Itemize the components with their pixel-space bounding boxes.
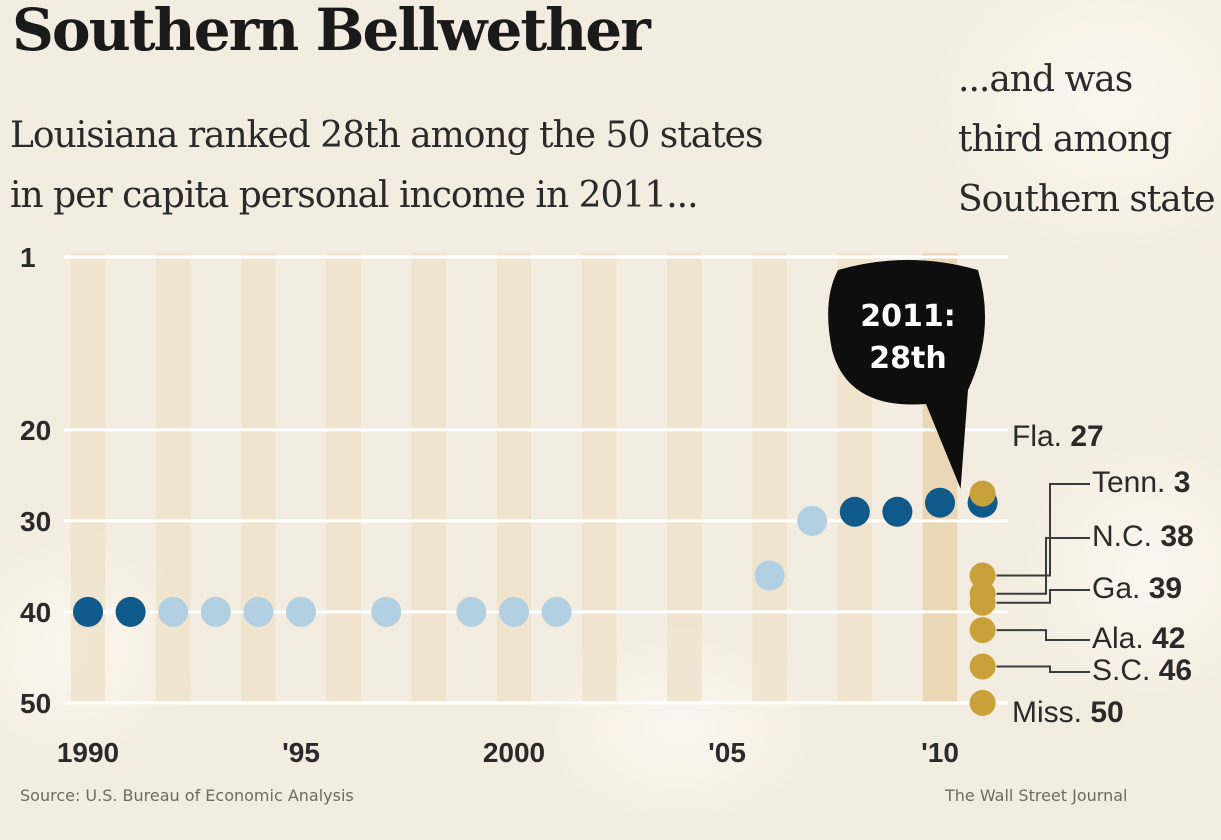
- subtitle-right-line-1: ...and was: [958, 59, 1133, 100]
- louisiana-dot: [882, 496, 913, 527]
- series-dots: [73, 480, 998, 716]
- state-connector: [996, 665, 1090, 673]
- x-tick-label: '05: [708, 737, 746, 768]
- state-connector: [996, 629, 1090, 641]
- state-dot: [969, 589, 996, 616]
- state-dot: [969, 480, 996, 507]
- chart-title: Southern Bellwether: [12, 0, 651, 64]
- louisiana-dot: [839, 496, 870, 527]
- louisiana-dot: [925, 487, 955, 518]
- louisiana-dot: [456, 596, 487, 627]
- state-rank: 38: [1160, 520, 1193, 553]
- state-name: Fla.: [1012, 420, 1070, 453]
- year-stripe: [70, 253, 106, 703]
- x-tick-label: '95: [282, 737, 320, 768]
- state-rank: 39: [1149, 572, 1182, 605]
- year-stripes: [70, 253, 958, 703]
- subtitle-right-line-3: Southern state: [958, 179, 1216, 220]
- louisiana-dot: [754, 560, 785, 591]
- x-tick-label: '10: [921, 737, 959, 768]
- callout-text: 28th: [869, 341, 946, 376]
- subtitle-left-line-2: in per capita personal income in 2011...: [10, 175, 699, 216]
- rank-chart: 1 20 30 40 50 1990 '95 2000 '05 '10 Fla. 27 Tenn.…: [20, 242, 1194, 768]
- state-label: N.C. 38: [1092, 520, 1194, 553]
- year-stripe: [667, 253, 702, 703]
- state-dot: [969, 653, 996, 680]
- state-dot: [969, 562, 996, 589]
- credit-note: The Wall Street Journal: [945, 786, 1128, 805]
- state-rank: 27: [1070, 420, 1103, 453]
- state-label: S.C. 46: [1092, 654, 1192, 687]
- year-stripe: [496, 253, 532, 703]
- subtitle-right: ...and was third among Southern state: [958, 50, 1221, 230]
- state-rank: 46: [1159, 654, 1192, 687]
- state-connector: [996, 537, 1090, 595]
- louisiana-dot: [73, 596, 103, 627]
- x-tick-label: 2000: [483, 737, 545, 768]
- state-dot: [969, 617, 996, 644]
- y-tick-label: 40: [20, 597, 51, 628]
- state-label: Fla. 27: [1012, 420, 1104, 453]
- state-label-connectors: [996, 483, 1090, 673]
- callout-2011: 2011: 28th: [828, 260, 986, 489]
- state-label: Miss. 50: [1012, 696, 1124, 729]
- callout-bubble: [828, 260, 986, 489]
- state-rank: 50: [1090, 696, 1123, 729]
- y-tick-label: 20: [20, 415, 51, 446]
- louisiana-dot: [158, 596, 189, 627]
- state-rank: 3: [1174, 466, 1191, 499]
- y-tick-label: 50: [20, 688, 51, 719]
- state-name: Ga.: [1092, 572, 1149, 605]
- year-stripe: [241, 253, 276, 703]
- state-name: S.C.: [1092, 654, 1159, 687]
- state-connector: [996, 483, 1090, 577]
- louisiana-dot: [115, 596, 146, 627]
- louisiana-dot: [541, 596, 572, 627]
- x-tick-label: 1990: [57, 737, 119, 768]
- year-stripe: [752, 253, 787, 703]
- state-dot: [969, 689, 996, 716]
- louisiana-dot: [200, 596, 231, 627]
- state-connector: [996, 589, 1090, 604]
- x-axis-ticks: 1990 '95 2000 '05 '10: [57, 737, 959, 768]
- y-axis-ticks: 1 20 30 40 50: [20, 242, 51, 719]
- year-stripe: [326, 253, 361, 703]
- year-stripe: [581, 253, 617, 703]
- louisiana-dot: [499, 596, 529, 627]
- state-labels: Fla. 27 Tenn. 3 N.C. 38 Ga. 39 Ala. 42S.C. 4…: [1012, 420, 1194, 729]
- state-name: Tenn.: [1092, 466, 1174, 499]
- source-note: Source: U.S. Bureau of Economic Analysis: [20, 786, 354, 805]
- louisiana-dot: [243, 596, 274, 627]
- y-tick-label: 30: [20, 506, 51, 537]
- state-rank: 42: [1152, 622, 1185, 655]
- state-label: Ala. 42: [1092, 622, 1185, 655]
- year-stripe: [155, 253, 191, 703]
- state-label: Tenn. 3: [1092, 466, 1190, 499]
- year-stripe: [411, 253, 447, 703]
- state-name: Miss.: [1012, 696, 1090, 729]
- state-label: Ga. 39: [1092, 572, 1182, 605]
- louisiana-dot: [371, 596, 402, 627]
- subtitle-left-line-1: Louisiana ranked 28th among the 50 state…: [10, 115, 763, 156]
- callout-text: 2011:: [860, 299, 956, 334]
- state-name: Ala.: [1092, 622, 1152, 655]
- y-tick-label: 1: [20, 242, 36, 273]
- state-name: N.C.: [1092, 520, 1160, 553]
- subtitle-left: Louisiana ranked 28th among the 50 state…: [10, 106, 910, 226]
- subtitle-right-line-2: third among: [958, 119, 1172, 160]
- louisiana-dot: [286, 596, 316, 627]
- louisiana-dot: [797, 505, 828, 536]
